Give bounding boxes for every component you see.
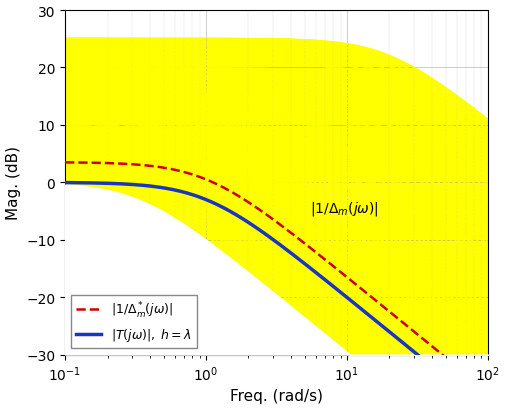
Legend: $|1/\Delta_m^*(j\omega)|$, $|T(j\omega)|,\;h=\lambda$: $|1/\Delta_m^*(j\omega)|$, $|T(j\omega)|… bbox=[71, 295, 197, 348]
Text: $|1/\Delta_m(j\omega)|$: $|1/\Delta_m(j\omega)|$ bbox=[310, 199, 378, 217]
Y-axis label: Mag. (dB): Mag. (dB) bbox=[6, 146, 21, 220]
X-axis label: Freq. (rad/s): Freq. (rad/s) bbox=[230, 389, 322, 403]
